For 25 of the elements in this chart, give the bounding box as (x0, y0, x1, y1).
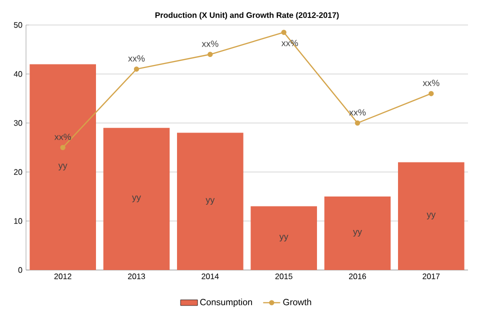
bar (177, 132, 244, 270)
bar (30, 64, 96, 270)
data-label: yy (426, 212, 436, 220)
bar (324, 196, 391, 270)
bar (250, 206, 317, 270)
point (208, 52, 213, 57)
legend-label: Growth (283, 298, 312, 306)
legend-label: Consumption (200, 298, 252, 308)
point (354, 120, 360, 126)
data-label: yy (58, 164, 68, 170)
data-label: xx% (128, 55, 145, 62)
bar (103, 128, 170, 270)
bar (398, 162, 464, 270)
data-label: xx% (349, 109, 366, 116)
point (428, 91, 434, 96)
data-label: xx% (202, 40, 218, 47)
point (134, 66, 140, 72)
point (281, 30, 286, 35)
data-label: yy (206, 198, 215, 205)
data-label: yy (353, 230, 362, 237)
data-label: xx% (422, 80, 440, 86)
data-label: yy (279, 234, 288, 242)
data-label: yy (132, 196, 141, 202)
data-label: xx% (54, 134, 71, 140)
point (60, 144, 66, 150)
